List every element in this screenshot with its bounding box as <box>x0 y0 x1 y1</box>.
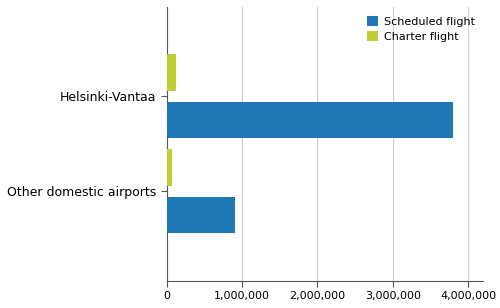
Bar <box>166 55 175 91</box>
Bar <box>166 149 172 186</box>
Bar <box>166 102 454 138</box>
Legend: Scheduled flight, Charter flight: Scheduled flight, Charter flight <box>364 13 478 45</box>
Bar <box>166 197 234 233</box>
